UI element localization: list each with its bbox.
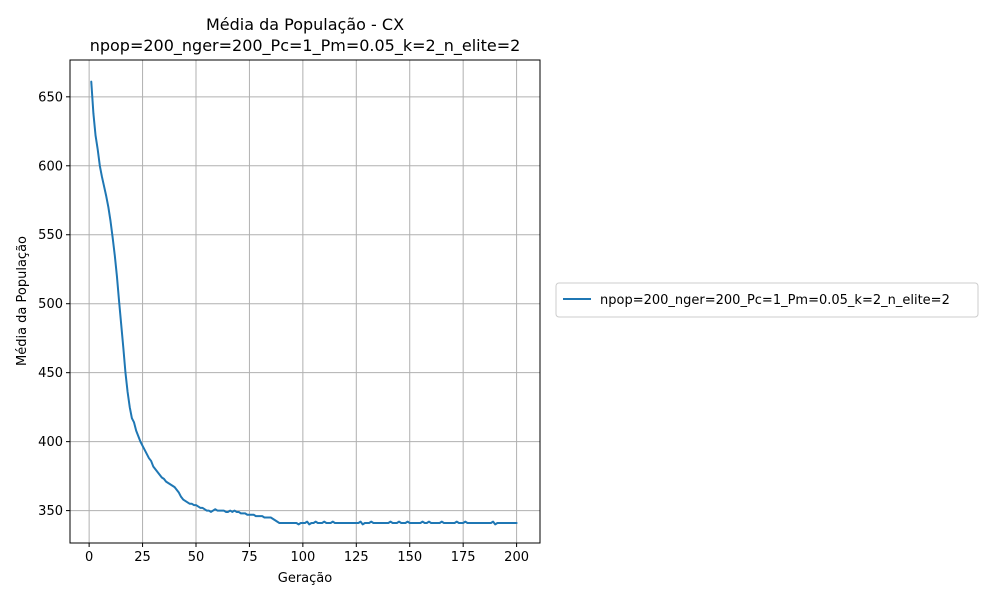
x-tick-label: 200 — [504, 550, 529, 565]
x-tick-label: 175 — [451, 550, 476, 565]
x-tick-label: 50 — [188, 550, 205, 565]
series-group — [90, 80, 518, 526]
x-gridlines — [88, 60, 518, 543]
x-tick-label: 25 — [134, 550, 151, 565]
x-axis: 0 25 50 75 100 125 150 175 200 — [85, 543, 529, 565]
plot-background — [70, 60, 540, 543]
legend-box — [555, 282, 979, 318]
chart-subtitle: npop=200_nger=200_Pc=1_Pm=0.05_k=2_n_eli… — [90, 36, 521, 56]
y-axis: 350 400 450 500 550 600 650 — [38, 90, 70, 519]
y-gridlines — [70, 96, 540, 512]
legend: npop=200_nger=200_Pc=1_Pm=0.05_k=2_n_eli… — [555, 282, 979, 318]
y-tick-label: 450 — [38, 366, 63, 381]
y-tick-label: 500 — [38, 297, 63, 312]
chart-title: Média da População - CX — [206, 15, 404, 34]
plot-area — [69, 59, 541, 544]
x-tick-label: 100 — [290, 550, 315, 565]
x-tick-label: 125 — [344, 550, 369, 565]
y-tick-label: 600 — [38, 159, 63, 174]
y-tick-label: 400 — [38, 435, 63, 450]
x-tick-label: 75 — [241, 550, 258, 565]
x-tick-label: 0 — [85, 550, 93, 565]
x-tick-label: 150 — [397, 550, 422, 565]
y-tick-label: 550 — [38, 228, 63, 243]
y-axis-label: Média da População — [15, 236, 30, 366]
x-axis-label: Geração — [278, 571, 332, 586]
plot-frame — [69, 59, 541, 544]
series-line — [90, 80, 518, 526]
y-tick-label: 650 — [38, 90, 63, 105]
legend-label: npop=200_nger=200_Pc=1_Pm=0.05_k=2_n_eli… — [600, 293, 950, 308]
y-tick-label: 350 — [38, 504, 63, 519]
